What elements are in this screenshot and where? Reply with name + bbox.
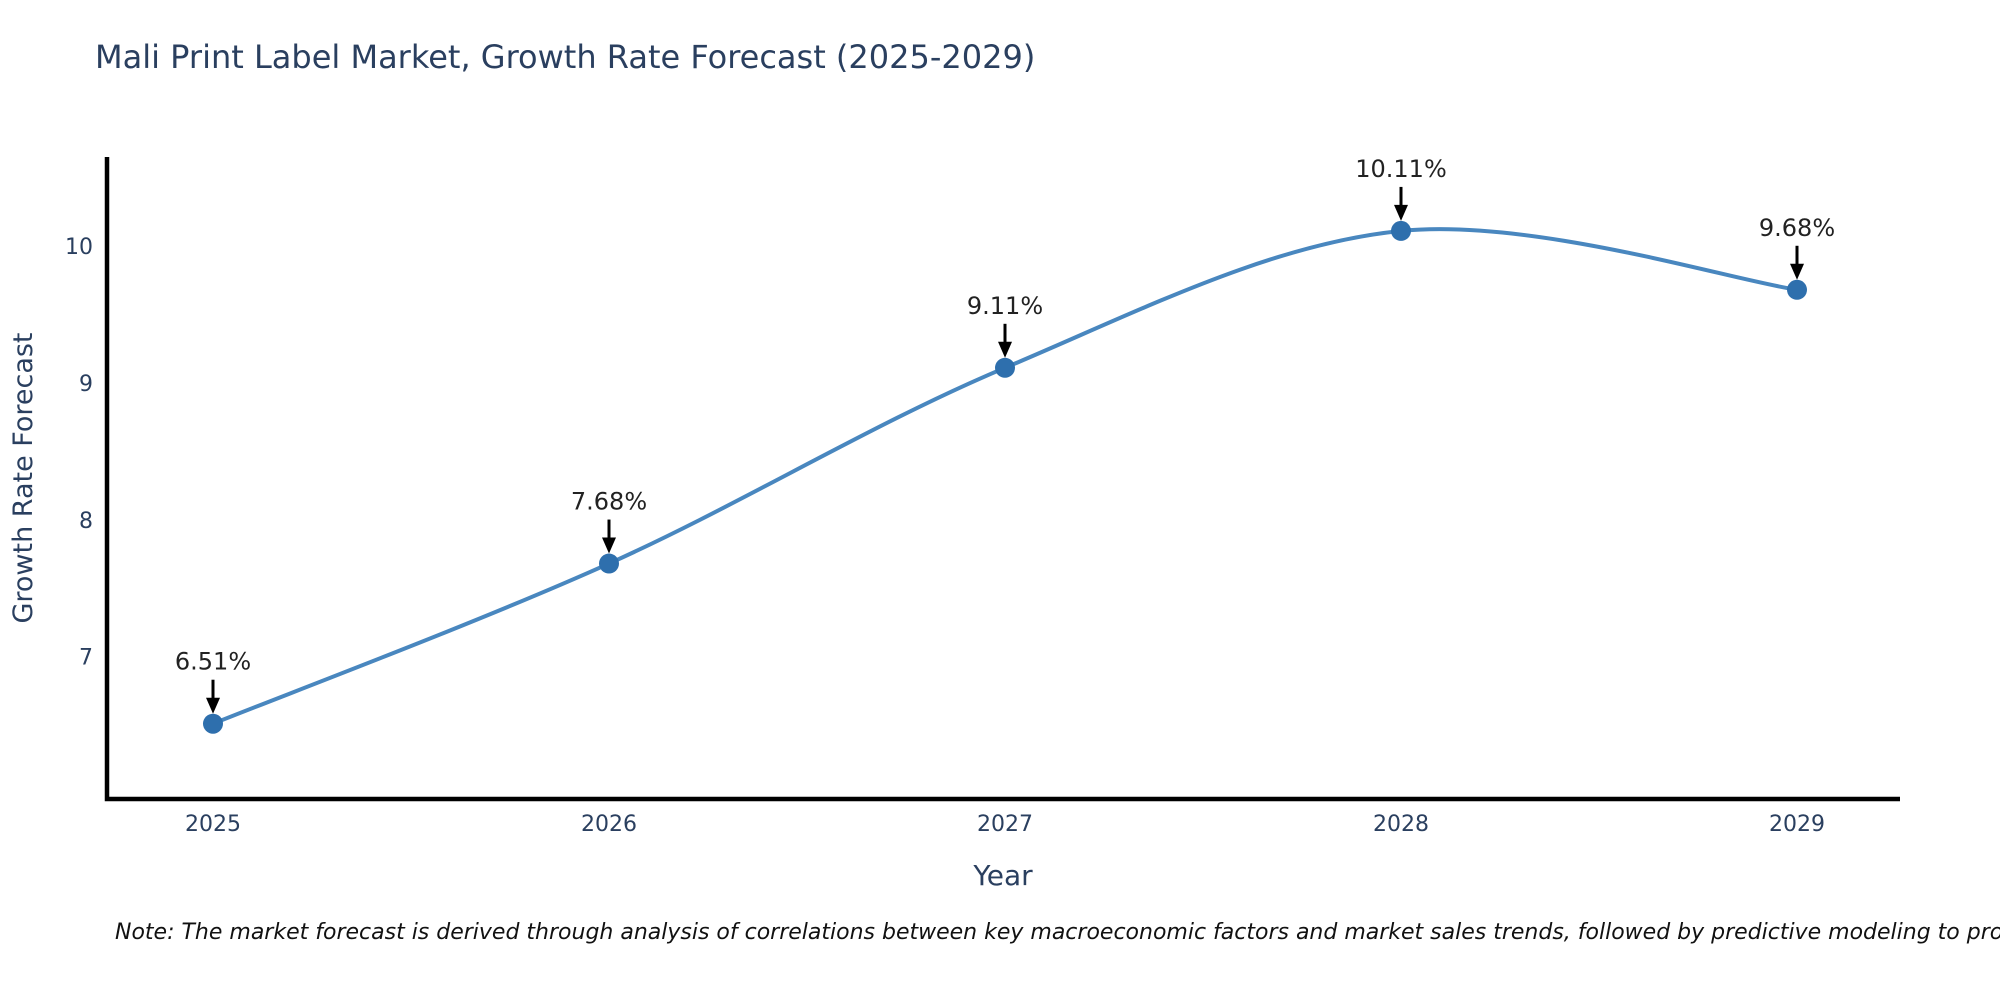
data-point-marker xyxy=(1787,279,1807,300)
x-tick-label: 2026 xyxy=(581,812,637,837)
axis-spines xyxy=(104,157,1900,802)
data-point-annotations: 6.51% 7.68% 9.11% 10.11% 9.68% xyxy=(175,155,1835,714)
annotation-arrow-head xyxy=(206,697,220,714)
annotation-label: 9.11% xyxy=(967,292,1043,320)
annotation-arrow-head xyxy=(998,341,1012,358)
y-tick-label: 7 xyxy=(79,646,93,671)
x-tick-label: 2028 xyxy=(1373,812,1429,837)
data-point-marker xyxy=(203,713,223,734)
data-point-marker xyxy=(995,357,1015,378)
annotation-label: 10.11% xyxy=(1355,155,1447,183)
annotation-label: 9.68% xyxy=(1759,214,1835,242)
data-point-marker xyxy=(599,553,619,574)
x-tick-label: 2025 xyxy=(185,812,241,837)
y-tick-label: 10 xyxy=(65,235,93,260)
y-tick-label: 9 xyxy=(79,372,93,397)
data-point-markers xyxy=(203,220,1807,734)
annotation-arrow-head xyxy=(602,537,616,554)
x-tick-label: 2029 xyxy=(1769,812,1825,837)
annotation-arrow-head xyxy=(1790,263,1804,280)
annotation-label: 6.51% xyxy=(175,648,251,676)
footnote: Note: The market forecast is derived thr… xyxy=(115,920,2000,945)
y-axis-tick-labels: 7 8 9 10 xyxy=(65,235,93,671)
data-point-marker xyxy=(1391,220,1411,241)
y-tick-label: 8 xyxy=(79,509,93,534)
y-axis-title: Growth Rate Forecast xyxy=(8,332,39,623)
x-tick-label: 2027 xyxy=(977,812,1033,837)
annotation-arrow-head xyxy=(1394,204,1408,221)
x-axis-tick-labels: 2025 2026 2027 2028 2029 xyxy=(185,812,1825,837)
annotation-label: 7.68% xyxy=(571,488,647,516)
x-axis-title: Year xyxy=(972,859,1033,892)
chart-title: Mali Print Label Market, Growth Rate For… xyxy=(95,38,1035,76)
